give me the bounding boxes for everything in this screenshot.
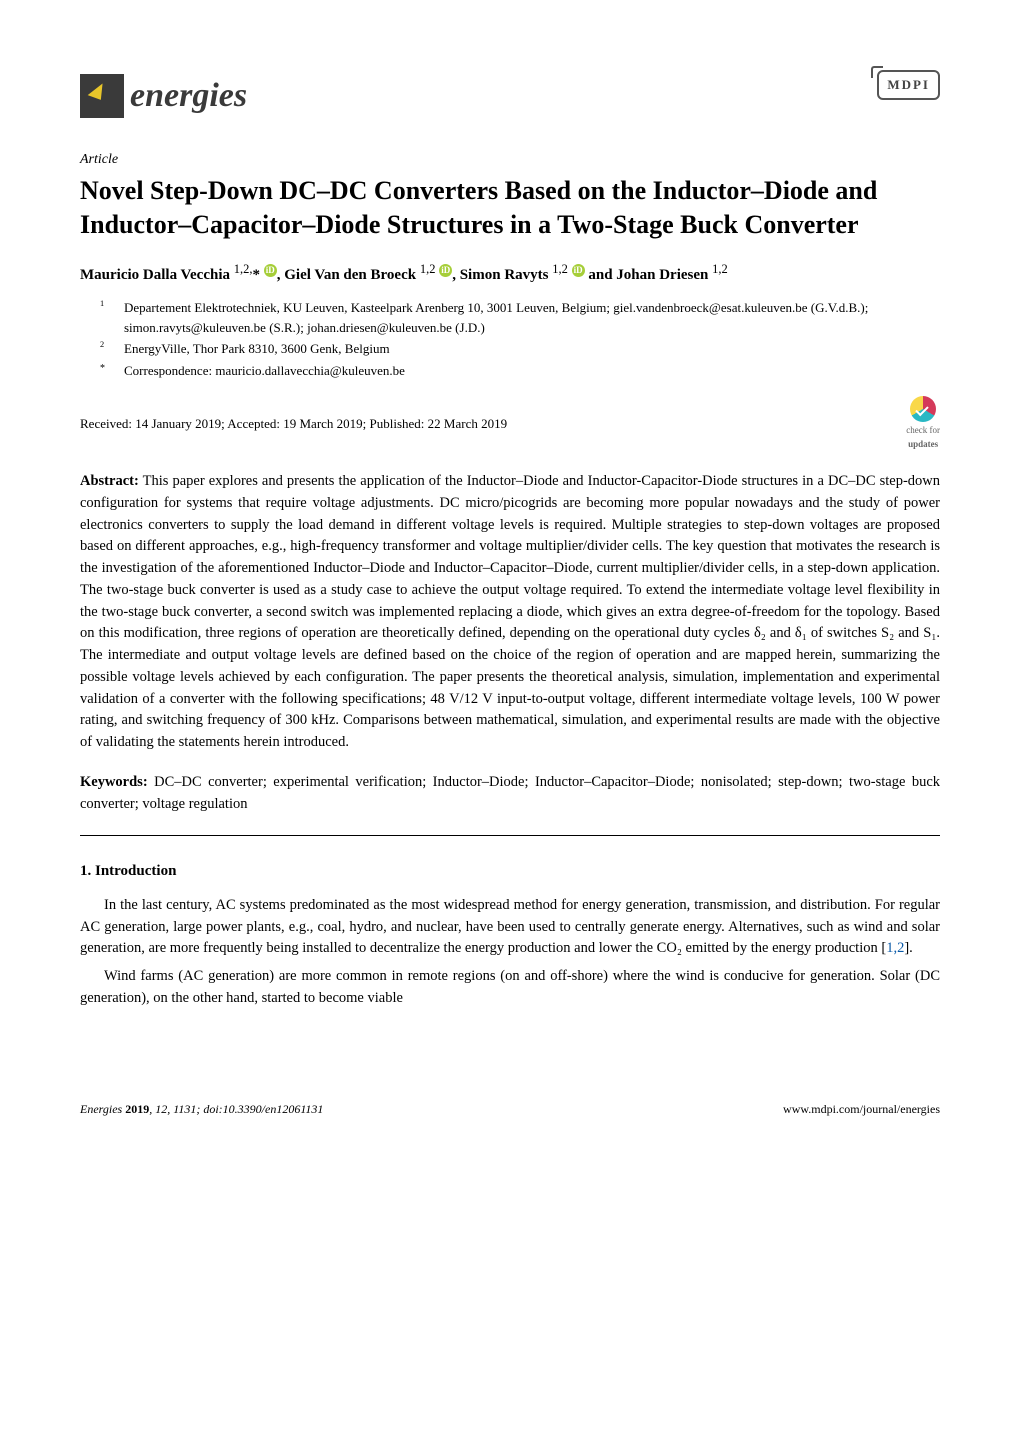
affiliation-marker: 1 — [100, 298, 112, 337]
mdpi-badge: MDPI — [877, 70, 940, 100]
affiliation-marker: * — [100, 361, 112, 381]
p1-pre: In the last century, AC systems predomin… — [80, 897, 940, 957]
footer-year: 2019 — [125, 1102, 149, 1116]
affiliation-text: Departement Elektrotechniek, KU Leuven, … — [124, 298, 940, 337]
section-heading: 1. Introduction — [80, 860, 940, 883]
abstract-label: Abstract: — [80, 473, 139, 489]
footer-left: Energies 2019, 12, 1131; doi:10.3390/en1… — [80, 1100, 323, 1118]
dates-row: Received: 14 January 2019; Accepted: 19 … — [80, 396, 940, 451]
journal-name: energies — [130, 70, 247, 121]
keywords: Keywords: DC–DC converter; experimental … — [80, 772, 940, 816]
intro-paragraph-1: In the last century, AC systems predomin… — [80, 895, 940, 960]
intro-paragraph-2: Wind farms (AC generation) are more comm… — [80, 966, 940, 1010]
p1-post: ]. — [904, 940, 912, 956]
affiliation-text: EnergyVille, Thor Park 8310, 3600 Genk, … — [124, 339, 390, 359]
header-row: energies MDPI — [80, 70, 940, 121]
author-list: Mauricio Dalla Vecchia 1,2,* iD, Giel Va… — [80, 260, 940, 287]
check-for-updates-badge[interactable]: check for updates — [906, 396, 940, 451]
keywords-text: DC–DC converter; experimental verificati… — [80, 774, 940, 812]
article-label: Article — [80, 149, 940, 170]
affiliation-row: 2 EnergyVille, Thor Park 8310, 3600 Genk,… — [100, 339, 940, 359]
footer-right: www.mdpi.com/journal/energies — [783, 1100, 940, 1118]
affiliation-row: * Correspondence: mauricio.dallavecchia@k… — [100, 361, 940, 381]
footer-citation: , 12, 1131; doi:10.3390/en12061131 — [149, 1102, 323, 1116]
energies-bolt-icon — [80, 74, 124, 118]
page-footer: Energies 2019, 12, 1131; doi:10.3390/en1… — [80, 1100, 940, 1118]
affiliations: 1 Departement Elektrotechniek, KU Leuven,… — [80, 298, 940, 380]
received-dates: Received: 14 January 2019; Accepted: 19 … — [80, 414, 507, 434]
citation-link[interactable]: 1,2 — [886, 940, 904, 956]
affiliation-row: 1 Departement Elektrotechniek, KU Leuven,… — [100, 298, 940, 337]
affiliation-text: Correspondence: mauricio.dallavecchia@ku… — [124, 361, 405, 381]
affiliation-marker: 2 — [100, 339, 112, 359]
check-updates-label-2: updates — [908, 438, 938, 452]
footer-journal: Energies — [80, 1102, 125, 1116]
check-updates-label-1: check for — [906, 424, 940, 438]
paper-title: Novel Step-Down DC–DC Converters Based o… — [80, 174, 940, 242]
divider — [80, 835, 940, 836]
check-updates-icon — [910, 396, 936, 422]
keywords-label: Keywords: — [80, 774, 148, 790]
journal-logo: energies — [80, 70, 247, 121]
abstract-text: This paper explores and presents the app… — [80, 473, 940, 750]
abstract: Abstract: This paper explores and presen… — [80, 471, 940, 754]
